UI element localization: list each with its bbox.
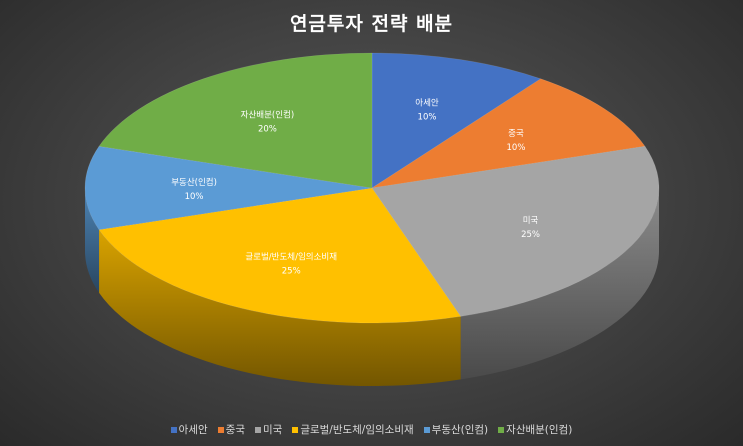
slice-label-미국: 미국 25% xyxy=(521,216,540,240)
pie-slice-부동산-인컴 xyxy=(84,145,373,231)
slice-label-name: 글로벌/반도체/임의소비재 xyxy=(245,252,337,263)
pie-slice-미국 xyxy=(371,145,660,317)
slice-label-중국: 중국 10% xyxy=(507,129,526,153)
legend-item-글로벌-반도체-임의소비재: 글로벌/반도체/임의소비재 xyxy=(292,422,414,437)
slice-label-percent: 25% xyxy=(521,230,540,240)
pie-sides xyxy=(85,188,659,387)
slice-label-자산배분-인컴: 자산배분(인컴) 20% xyxy=(241,109,295,134)
slice-label-percent: 10% xyxy=(185,192,204,202)
pie-slice-중국 xyxy=(371,78,646,189)
slice-label-percent: 20% xyxy=(258,124,277,134)
slice-label-부동산-인컴: 부동산(인컴) 10% xyxy=(171,177,217,202)
legend-label: 자산배분(인컴) xyxy=(506,424,573,436)
legend-label: 아세안 xyxy=(178,424,208,436)
legend-label: 미국 xyxy=(262,424,283,436)
legend-item-자산배분-인컴: 자산배분(인컴) xyxy=(498,422,572,437)
slice-label-name: 미국 xyxy=(523,216,539,226)
slice-label-글로벌-반도체-임의소비재: 글로벌/반도체/임의소비재 25% xyxy=(245,252,337,277)
legend-item-부동산-인컴: 부동산(인컴) xyxy=(423,422,489,437)
legend-label: 글로벌/반도체/임의소비재 xyxy=(300,424,414,436)
legend-item-아세안: 아세안 xyxy=(170,422,208,437)
pie-tops xyxy=(84,52,660,324)
pie-labels: 아세안 10% 중국 10% 미국 25% 글로벌/반도체/임의소비재 25% 부동산(인컴) 1… xyxy=(171,97,540,276)
pie-slice-자산배분-인컴 xyxy=(98,52,373,189)
pie-side-부동산-인컴 xyxy=(85,188,100,293)
legend-label: 중국 xyxy=(225,424,245,436)
slice-label-name: 부동산(인컴) xyxy=(171,177,217,188)
legend-label: 부동산(인컴) xyxy=(431,424,489,436)
pie-side-미국 xyxy=(460,188,659,380)
slice-label-percent: 10% xyxy=(507,143,526,153)
slice-label-name: 아세안 xyxy=(415,97,439,108)
legend-item-미국: 미국 xyxy=(254,422,283,437)
legend-swatch xyxy=(498,426,505,433)
legend-swatch xyxy=(423,426,430,433)
chart-title: 연금투자 전략 배분 xyxy=(289,13,454,35)
slice-label-percent: 10% xyxy=(418,112,437,122)
legend-swatch xyxy=(217,426,224,433)
legend-item-중국: 중국 xyxy=(217,422,245,437)
legend-swatch xyxy=(292,426,299,433)
slice-label-name: 자산배분(인컴) xyxy=(241,109,295,120)
slice-label-아세안: 아세안 10% xyxy=(415,97,439,122)
chart-legend: 아세안 중국 미국 글로벌/반도체/임의소비재 부동산(인컴) 자산배분(인컴) xyxy=(0,422,743,437)
pie-side-글로벌-반도체-임의소비재 xyxy=(99,229,461,387)
slice-label-name: 중국 xyxy=(508,129,524,139)
legend-swatch xyxy=(254,426,261,433)
pie-slice-아세안 xyxy=(371,52,542,189)
pie-slice-글로벌-반도체-임의소비재 xyxy=(98,187,462,324)
slice-label-percent: 25% xyxy=(282,267,301,277)
legend-swatch xyxy=(170,426,177,433)
